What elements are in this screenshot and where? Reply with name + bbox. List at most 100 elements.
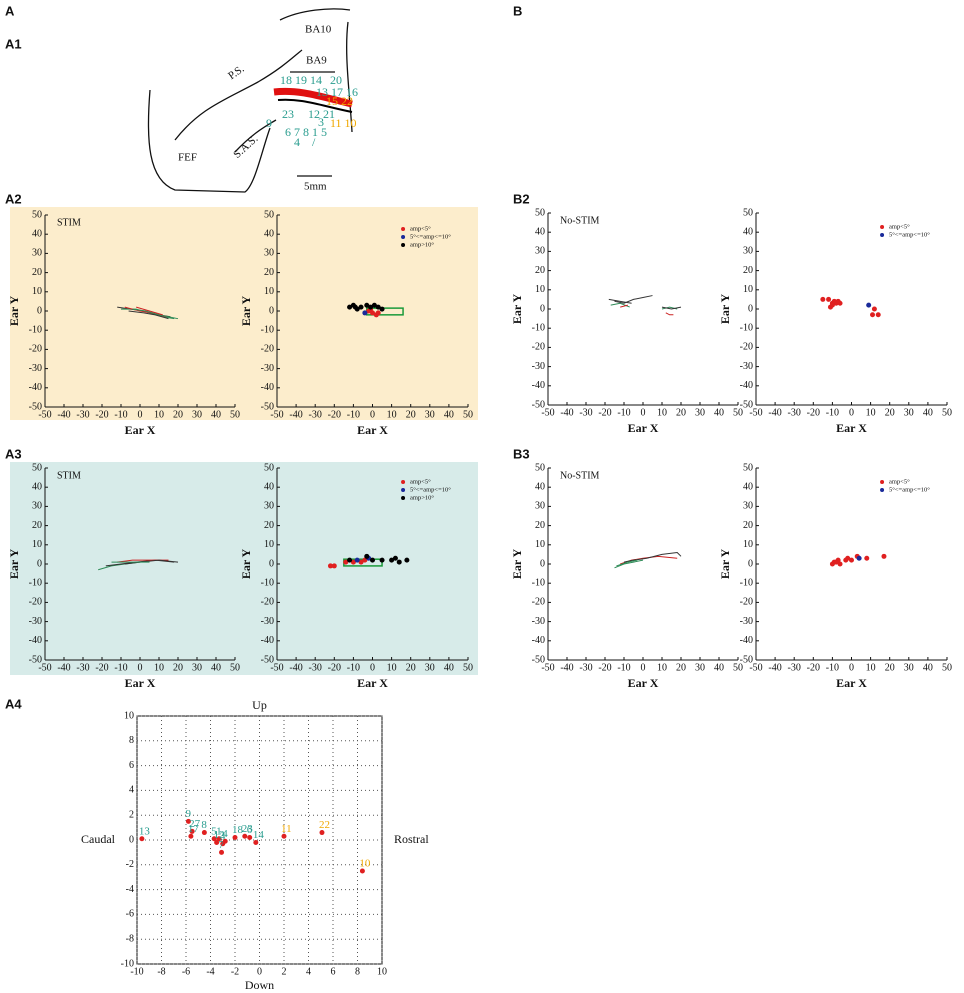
region-label: BA9 [306,55,327,67]
x-tick-label: -10 [617,662,630,673]
site-label: 9 [266,116,272,130]
x-tick-label: 50 [942,407,952,418]
x-tick-label: -30 [579,407,592,418]
point [232,835,238,841]
x-tick-label: 40 [211,409,221,420]
region-label: FEF [178,152,197,164]
point [871,306,877,312]
point-label: 3 [220,830,226,842]
y-tick-label: 6 [129,760,134,771]
y-tick-label: -40 [532,380,545,391]
point-label: 17 [188,823,200,835]
y-tick-label: -20 [740,342,753,353]
y-tick-label: -20 [29,597,42,608]
trajectory [623,551,682,563]
x-tick-label: 30 [192,662,202,673]
sas-sulcus [234,119,277,153]
y-tick-label: -20 [261,597,274,608]
y-tick-label: 8 [129,735,134,746]
y-axis-label: Ear Y [510,294,524,325]
y-tick-label: -20 [532,597,545,608]
y-tick-label: -30 [740,361,753,372]
x-tick-label: 20 [173,662,183,673]
point [856,555,862,561]
point [864,555,870,561]
x-tick-label: 0 [641,407,646,418]
y-tick-label: -50 [29,654,42,665]
point [247,835,253,841]
x-tick-label: 0 [849,662,854,673]
legend-label: 5°<=amp<=10° [889,486,930,493]
x-tick-label: 40 [444,409,454,420]
x-tick-label: -30 [76,662,89,673]
point [354,557,360,563]
x-tick-label: -40 [57,409,70,420]
panel-label: A1 [5,36,22,51]
y-tick-label: -40 [532,635,545,646]
point [837,561,843,567]
region-label: BA10 [305,24,332,36]
trajectory [608,298,632,304]
site-label: 12 21 [308,107,335,121]
y-tick-label: -10 [261,324,274,335]
point-label: 4 [222,828,228,840]
y-tick-label: 0 [37,305,42,316]
x-tick-label: -40 [560,407,573,418]
point [829,302,835,308]
x-tick-label: 6 [331,966,336,977]
point [875,312,881,318]
point-label: 18 [232,824,244,836]
point-label: 14 [253,829,265,841]
y-tick-label: 0 [37,558,42,569]
x-tick-label: 50 [733,407,743,418]
point [359,868,365,874]
y-tick-label: -30 [532,616,545,627]
x-tick-label: 50 [230,662,240,673]
y-tick-label: -20 [261,344,274,355]
panel-label: B [513,3,522,18]
x-tick-label: -20 [328,409,341,420]
x-tick-label: -30 [579,662,592,673]
y-axis-label: Ear Y [718,294,732,325]
x-tick-label: 40 [923,407,933,418]
x-tick-label: 0 [138,409,143,420]
site-label: 11 10 [330,116,357,130]
x-tick-label: 20 [885,407,895,418]
x-tick-label: 0 [257,966,262,977]
y-tick-label: -6 [126,909,134,920]
trajectory [132,308,179,320]
point [214,839,220,845]
y-axis-label: Ear Y [239,296,253,327]
legend-swatch [401,243,406,247]
y-tick-label: 40 [535,226,545,237]
trajectory [614,559,644,569]
legend-swatch [401,496,406,500]
site-label: / [312,135,316,149]
x-tick-label: 8 [355,966,360,977]
x-tick-label: -50 [749,407,762,418]
y-tick-label: 20 [32,520,42,531]
y-tick-label: 10 [743,539,753,550]
x-axis-label: Ear X [836,421,867,435]
y-tick-label: 40 [32,228,42,239]
point-label: 12 [214,829,225,841]
ps-sulcus [174,49,303,141]
trajectory [620,304,628,308]
point [831,559,837,565]
legend-label: amp>10° [410,241,434,248]
y-tick-label: -2 [126,859,134,870]
y-tick-label: 20 [32,267,42,278]
y-tick-label: 10 [535,284,545,295]
x-tick-label: -40 [289,662,302,673]
x-tick-label: 30 [192,409,202,420]
point [201,830,207,836]
point [253,839,259,845]
y-tick-label: 0 [748,558,753,569]
legend-label: amp<5° [889,478,910,485]
point [364,302,370,308]
y-tick-label: 10 [535,539,545,550]
point [392,555,398,561]
x-axis-label: Ear X [357,676,388,690]
y-tick-label: 40 [743,226,753,237]
x-tick-label: 20 [173,409,183,420]
